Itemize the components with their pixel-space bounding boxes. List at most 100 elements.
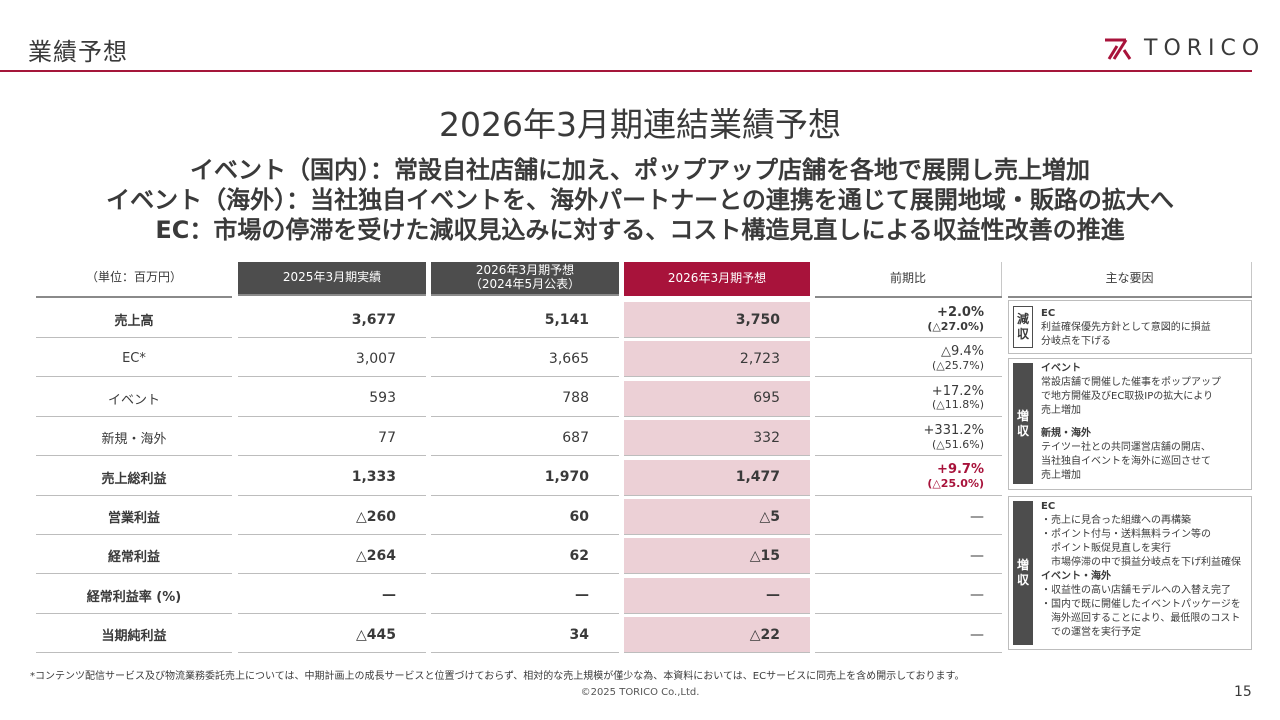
change-value: +17.2% <box>931 383 984 399</box>
badge-char: 収 <box>1016 327 1029 341</box>
factor-box-ec-decrease <box>1008 300 1252 354</box>
row-label: 新規・海外 <box>36 420 232 457</box>
logo-text: TORICO <box>1144 36 1266 61</box>
cell-prev: 62 <box>431 538 619 575</box>
factor-text-block: EC 利益確保優先方針として意図的に損益 分岐点を下げる <box>1041 307 1211 349</box>
cell-actual: — <box>238 578 426 614</box>
subtitle-line: EC：市場の停滞を受けた減収見込みに対する、コスト構造見直しによる収益性改善の推… <box>155 216 1125 244</box>
factor-line: ・ポイント付与・送料無料ライン等の <box>1041 529 1211 540</box>
factor-heading: イベント <box>1041 363 1081 374</box>
change-value: +2.0% <box>937 304 984 320</box>
factor-line: 当社独自イベントを海外に巡回させて <box>1041 456 1211 467</box>
cell-actual: △445 <box>238 617 426 654</box>
change-value: +331.2% <box>923 422 984 438</box>
cell-fc: — <box>624 577 810 614</box>
cell-prev: 788 <box>431 381 619 417</box>
cell-change: +17.2% (△11.8%) <box>815 381 1002 417</box>
header-rule <box>36 296 232 298</box>
cell-prev: 60 <box>431 499 619 535</box>
cell-fc: 1,477 <box>624 459 810 496</box>
cell-fc: 3,750 <box>624 302 810 338</box>
factor-line: ポイント販促見直しを実行 <box>1041 543 1171 554</box>
factor-heading: 新規・海外 <box>1041 428 1091 439</box>
cell-change: △9.4% (△25.7%) <box>815 341 1002 378</box>
cell-change: +9.7% (△25.0%) <box>815 460 1002 496</box>
change-vs-plan: (△25.0%) <box>927 477 984 491</box>
row-label: 経常利益率 (%) <box>36 578 232 614</box>
logo: TORICO <box>1104 36 1265 61</box>
cell-prev: 5,141 <box>431 302 619 338</box>
cell-actual: △260 <box>238 499 426 535</box>
cell-actual: 593 <box>238 381 426 417</box>
factor-line: で地方開催及びEC取扱IPの拡大により <box>1041 391 1214 402</box>
cell-change: — <box>815 617 1002 654</box>
header-divider <box>0 70 1252 72</box>
factor-line: ・売上に見合った組織への再構築 <box>1041 515 1191 526</box>
cell-change: — <box>815 499 1002 535</box>
column-header-previous-forecast: 2026年3月期予想 （2024年5月公表） <box>431 262 619 296</box>
page-number: 15 <box>1234 684 1252 700</box>
column-header-sublabel: （2024年5月公表） <box>469 277 581 291</box>
column-header-label: 2026年3月期予想 <box>667 271 767 286</box>
column-header-label: 前期比 <box>889 271 926 286</box>
cell-actual: 77 <box>238 420 426 457</box>
cell-fc: 695 <box>624 380 810 417</box>
factor-line: 分岐点を下げる <box>1041 336 1111 347</box>
column-header-forecast: 2026年3月期予想 <box>624 262 810 296</box>
factor-line: 常設店舗で開催した催事をポップアップ <box>1041 377 1221 388</box>
cell-prev: — <box>431 578 619 614</box>
decrease-badge: 減 収 <box>1013 306 1033 348</box>
footnote: *コンテンツ配信サービス及び物流業務委託売上については、中期計画上の成長サービス… <box>30 671 965 682</box>
factor-line: ・収益性の高い店舗モデルへの入替え完了 <box>1041 585 1231 596</box>
change-value: △9.4% <box>940 344 984 360</box>
factor-line: 市場停滞の中で損益分岐点を下げ利益確保 <box>1041 557 1241 568</box>
badge-char: 収 <box>1016 573 1029 587</box>
factor-line: 利益確保優先方針として意図的に損益 <box>1041 322 1211 333</box>
change-vs-plan: (△11.8%) <box>932 398 984 412</box>
header-rule <box>815 296 1002 298</box>
torico-logo-icon <box>1105 38 1132 60</box>
column-header-factors: 主な要因 <box>1008 262 1252 296</box>
factor-line: 海外巡回することにより、最低限のコスト <box>1041 613 1241 624</box>
badge-char: 減 <box>1016 312 1029 326</box>
badge-char: 増 <box>1016 408 1029 423</box>
subtitle-line: イベント（海外）：当社独自イベントを、海外パートナーとの連携を通じて展開地域・販… <box>106 186 1174 214</box>
cell-fc: 2,723 <box>624 341 810 378</box>
badge-char: 増 <box>1016 558 1029 572</box>
unit-label: （単位：百万円） <box>86 270 183 284</box>
copyright: ©2025 TORICO Co.,Ltd. <box>580 687 700 698</box>
factor-line: での運営を実行予定 <box>1041 627 1141 638</box>
column-header-actual: 2025年3月期実績 <box>238 262 426 296</box>
factor-line: テイツー社との共同運営店舗の開店、 <box>1041 442 1211 453</box>
factor-text-block: 新規・海外 テイツー社との共同運営店舗の開店、 当社独自イベントを海外に巡回させ… <box>1041 427 1211 483</box>
cell-fc: △5 <box>624 499 810 535</box>
cell-fc: 332 <box>624 420 810 457</box>
cell-change: — <box>815 578 1002 614</box>
section-title: 業績予想 <box>28 38 128 66</box>
row-label: 売上総利益 <box>36 460 232 496</box>
column-header-label: 2026年3月期予想 <box>475 263 575 278</box>
column-header-change: 前期比 <box>815 262 1002 296</box>
row-label: 当期純利益 <box>36 617 232 654</box>
factor-text-block: EC ・売上に見合った組織への再構築 ・ポイント付与・送料無料ライン等の ポイン… <box>1041 500 1241 640</box>
profit-increase-badge: 増 収 <box>1013 501 1033 645</box>
factor-box-profit <box>1008 496 1252 650</box>
cell-fc: △22 <box>624 617 810 654</box>
row-label: 売上高 <box>36 302 232 338</box>
change-vs-plan: (△51.6%) <box>932 437 984 451</box>
factor-line: 売上増加 <box>1041 470 1081 481</box>
badge-char: 収 <box>1016 423 1029 438</box>
factor-heading: イベント・海外 <box>1041 571 1111 582</box>
row-label: 営業利益 <box>36 499 232 535</box>
column-header-label: 主な要因 <box>1105 271 1154 286</box>
header-rule <box>1008 296 1252 298</box>
column-header-label: 2025年3月期実績 <box>282 270 382 285</box>
cell-prev: 3,665 <box>431 341 619 378</box>
change-value: +9.7% <box>937 462 984 478</box>
cell-actual: 3,677 <box>238 302 426 338</box>
change-vs-plan: (△27.0%) <box>927 319 984 333</box>
row-label: 経常利益 <box>36 538 232 575</box>
row-label: EC* <box>36 341 232 378</box>
cell-prev: 34 <box>431 617 619 654</box>
factor-heading: EC <box>1041 501 1056 512</box>
